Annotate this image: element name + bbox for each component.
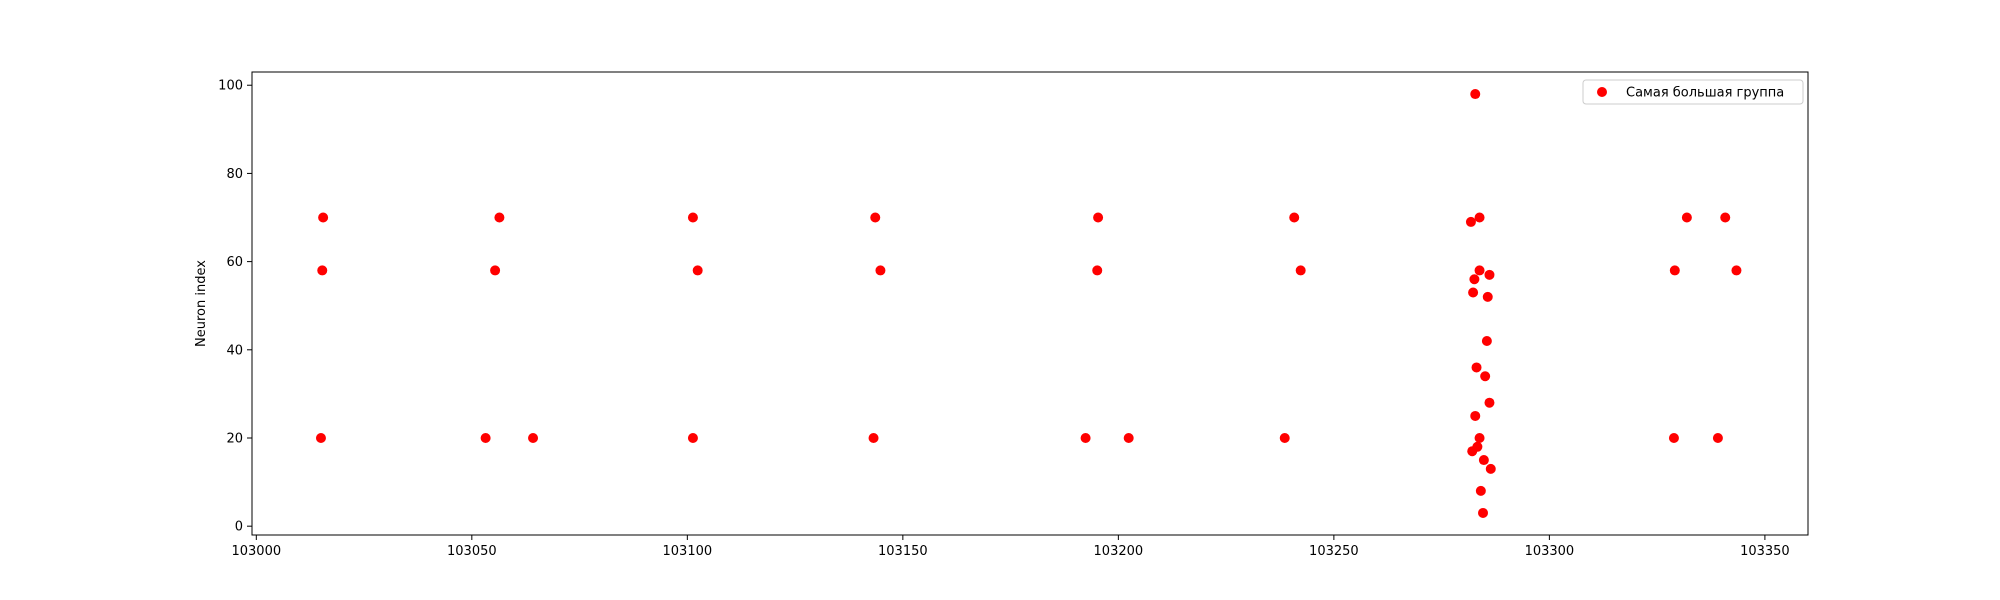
scatter-point [1474, 265, 1485, 276]
scatter-point [494, 212, 505, 223]
scatter-point [875, 265, 886, 276]
scatter-point [315, 432, 326, 443]
x-tick-label: 103100 [663, 544, 713, 559]
scatter-point [1478, 455, 1489, 466]
y-tick-label: 100 [218, 79, 243, 94]
scatter-point [1295, 265, 1306, 276]
scatter-point [1470, 89, 1481, 100]
legend-label: Самая большая группа [1626, 86, 1784, 101]
scatter-point [1469, 274, 1480, 285]
scatter-point [1485, 463, 1496, 474]
scatter-point [1080, 432, 1091, 443]
scatter-point [1468, 287, 1479, 298]
legend-box [1582, 79, 1804, 105]
x-tick-label: 103200 [1094, 544, 1144, 559]
scatter-point [868, 432, 879, 443]
y-tick-label: 80 [226, 167, 243, 182]
scatter-point [1720, 212, 1731, 223]
scatter-point [1484, 269, 1495, 280]
x-tick-label: 103350 [1740, 544, 1790, 559]
scatter-point [1475, 485, 1486, 496]
scatter-point [317, 265, 328, 276]
scatter-point [1669, 265, 1680, 276]
x-tick-label: 103150 [878, 544, 928, 559]
legend: Самая большая группа [1582, 79, 1804, 105]
scatter-point [1482, 291, 1493, 302]
scatter-point [1279, 432, 1290, 443]
scatter-point [1470, 410, 1481, 421]
scatter-point [1681, 212, 1692, 223]
x-tick-label: 103250 [1309, 544, 1359, 559]
y-tick-label: 0 [235, 520, 243, 535]
scatter-point [1474, 432, 1485, 443]
y-tick-label: 60 [226, 255, 243, 270]
y-axis-label: Neuron index [194, 260, 209, 347]
scatter-point [1123, 432, 1134, 443]
x-tick-label: 103000 [231, 544, 281, 559]
scatter-point [1289, 212, 1300, 223]
scatter-point [1480, 371, 1491, 382]
scatter-point [318, 212, 329, 223]
y-tick-label: 20 [226, 431, 243, 446]
scatter-point [870, 212, 881, 223]
scatter-point [1668, 432, 1679, 443]
scatter-point [1731, 265, 1742, 276]
scatter-point [490, 265, 501, 276]
scatter-point [687, 432, 698, 443]
scatter-point [687, 212, 698, 223]
x-tick-label: 103050 [447, 544, 497, 559]
x-axis: 103000 103050 103100 103150 103200 103250 1033… [231, 535, 1790, 559]
scatter-point [1474, 212, 1485, 223]
scatter-point [528, 432, 539, 443]
plot-area-frame [251, 71, 1809, 536]
scatter-point [1092, 265, 1103, 276]
scatter-point [480, 432, 491, 443]
legend-marker [1597, 87, 1607, 97]
y-tick-label: 40 [226, 343, 243, 358]
scatter-point [1478, 507, 1489, 518]
scatter-point [1465, 216, 1476, 227]
scatter-point [1484, 397, 1495, 408]
scatter-point [692, 265, 703, 276]
points-layer [315, 89, 1742, 518]
scatter-point [1467, 446, 1478, 457]
x-tick-label: 103300 [1525, 544, 1575, 559]
y-axis: 0 20 40 60 80 100 [218, 79, 252, 535]
scatter-point [1471, 362, 1482, 373]
scatter-point [1712, 432, 1723, 443]
scatter-point [1093, 212, 1104, 223]
scatter-point [1481, 335, 1492, 346]
